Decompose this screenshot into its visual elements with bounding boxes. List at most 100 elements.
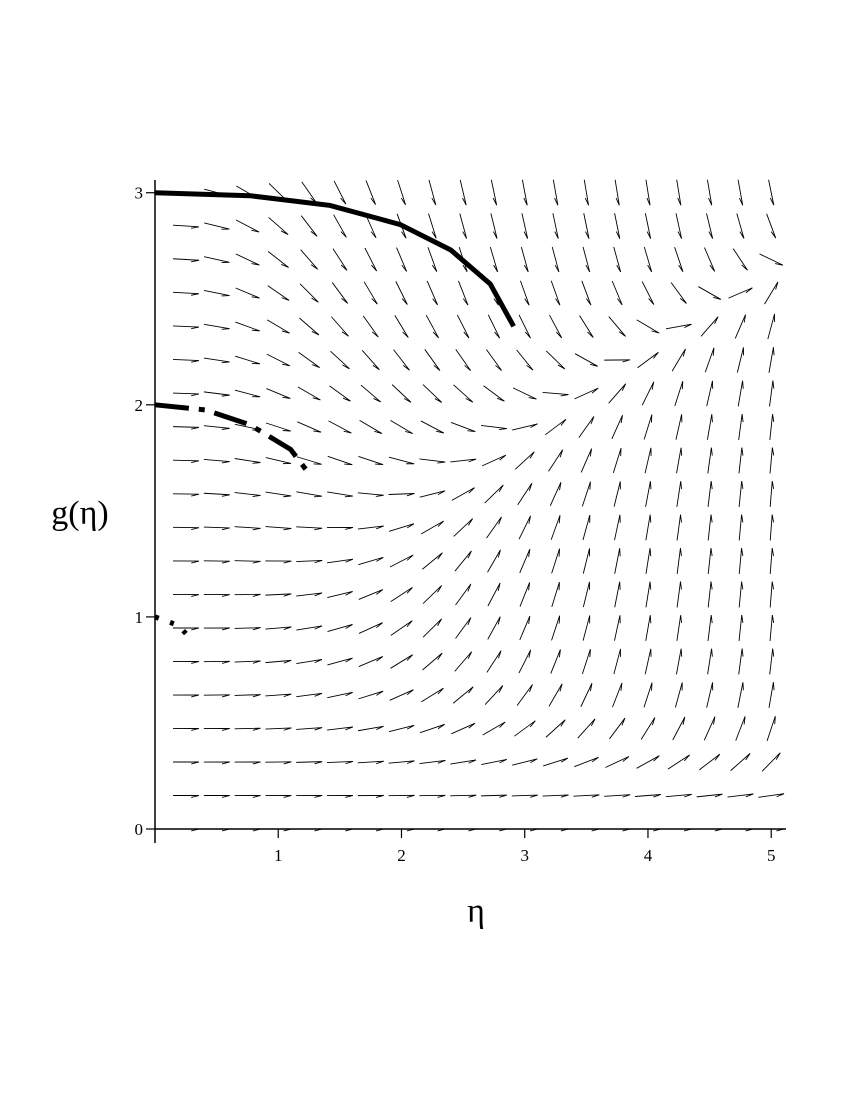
field-arrow [676,581,682,608]
field-arrow [358,690,384,700]
field-arrow [736,213,745,239]
field-arrow [268,217,289,235]
solution-curve [154,402,314,479]
field-arrow [675,414,683,440]
field-arrow [333,214,347,238]
field-arrow [487,549,501,573]
field-arrow [297,421,322,433]
field-arrow [204,256,230,264]
field-arrow [490,213,498,239]
field-arrow [424,349,441,371]
field-arrow [542,794,569,798]
field-arrow [551,615,561,641]
field-arrow [172,795,200,798]
field-arrow [645,548,652,574]
field-arrow [361,349,380,371]
field-arrow [665,793,692,798]
field-arrow [769,380,775,407]
field-arrow [203,492,230,497]
field-arrow [172,493,200,497]
field-arrow [517,482,533,506]
field-arrow [203,357,230,364]
field-arrow [521,213,529,239]
field-arrow [574,387,599,400]
y-tick-label: 1 [135,608,144,627]
field-arrow [727,793,754,798]
field-arrow [419,490,446,498]
field-arrow [388,493,415,497]
field-arrow [676,648,683,675]
field-arrow [419,723,445,734]
field-arrow [581,481,591,507]
field-arrow [172,258,200,263]
field-arrow [769,614,775,641]
field-arrow [549,481,562,507]
field-arrow [516,684,533,706]
field-arrow [265,560,292,564]
field-arrow [548,449,564,472]
field-arrow [734,314,746,339]
field-arrow [516,349,534,371]
x-tick-label: 5 [767,846,776,865]
field-arrow [390,419,414,435]
field-arrow [671,348,686,372]
field-arrow [699,753,721,771]
field-arrow [267,285,290,301]
field-arrow [520,280,530,306]
field-arrow [482,721,506,736]
field-arrow [704,247,716,272]
field-arrow [203,594,230,597]
field-arrow [707,548,713,574]
field-arrow [577,718,596,739]
field-arrow [484,685,504,705]
field-arrow [203,560,230,564]
field-arrow [551,246,560,273]
field-arrow [363,281,378,305]
field-arrow [759,253,784,266]
field-arrow [172,661,200,664]
field-arrow [703,716,716,741]
solution-curve [154,190,516,328]
field-arrow [327,657,353,666]
field-arrow [296,625,323,631]
field-arrow [450,422,476,433]
field-arrow [583,179,590,206]
field-arrow [267,251,289,268]
field-arrow [581,648,591,675]
field-arrow [738,581,744,608]
field-arrow [644,213,652,239]
field-arrow [768,682,775,708]
field-arrow [296,592,323,597]
field-arrow [203,694,230,698]
field-arrow [455,617,472,639]
field-arrow [266,353,291,367]
field-arrow [676,548,682,574]
field-arrow [707,581,713,608]
field-arrow [645,514,652,541]
field-arrow [490,179,498,206]
field-arrow [480,794,508,798]
x-tick-label: 2 [397,846,406,865]
field-arrow [365,180,377,205]
field-arrow [769,447,775,474]
field-arrow [362,315,379,338]
field-arrow [450,794,477,798]
field-arrow [451,722,476,735]
field-arrow [172,526,200,530]
field-arrow [675,213,683,239]
field-arrow [676,615,682,641]
field-arrow [732,248,748,271]
field-arrow [583,213,590,239]
field-arrow [172,325,200,330]
field-arrow [456,314,470,339]
field-arrow [452,686,474,704]
field-arrow [706,380,714,407]
field-arrow [769,514,775,541]
field-arrow [359,420,383,435]
field-arrow [769,648,775,675]
field-arrow [635,794,662,798]
field-arrow [296,727,323,731]
field-arrow [573,794,600,798]
field-arrow [390,654,413,669]
field-arrow [769,414,775,440]
